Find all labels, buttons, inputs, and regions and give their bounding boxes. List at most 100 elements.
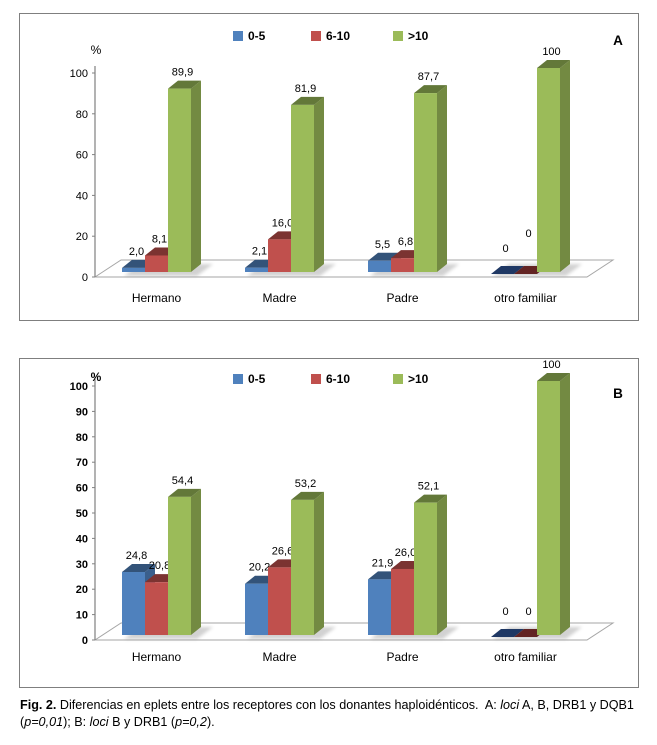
- bar-front-face: [414, 93, 437, 272]
- category-label: Hermano: [132, 291, 182, 305]
- bar-top-face: [291, 96, 324, 105]
- bar-side-face: [191, 488, 201, 635]
- category-label: Padre: [386, 291, 418, 305]
- data-label: 5,5: [375, 239, 390, 251]
- data-label: 53,2: [295, 478, 316, 490]
- data-label: 100: [542, 359, 560, 371]
- legend-label: >10: [408, 372, 429, 386]
- bar-side-face: [437, 494, 447, 635]
- caption-text: ); B:: [63, 714, 90, 729]
- caption-fig-label: Fig. 2.: [20, 698, 57, 712]
- y-tick-label: 50: [76, 508, 88, 520]
- y-axis-title: %: [91, 370, 102, 384]
- y-tick-label: 60: [76, 150, 88, 162]
- bar-top-face: [414, 494, 447, 503]
- bar-top-face: [168, 80, 201, 89]
- bar-front-face: [168, 496, 191, 635]
- bar-front-face: [537, 68, 560, 272]
- chart-floor: [93, 259, 615, 278]
- legend-label: 6-10: [326, 29, 350, 43]
- y-axis-title: %: [91, 43, 102, 57]
- chart-panel-b: 0 10 20 30 40 50 60 70 80 90 100% 24,8 20,8 54,4 Herma…: [19, 358, 639, 688]
- data-label: 54,4: [172, 475, 193, 487]
- bar-front-face: [391, 568, 414, 635]
- caption-text: Diferencias en eplets entre los receptor…: [56, 698, 501, 712]
- data-label: 2,1: [252, 246, 267, 258]
- caption-loci-italic: loci: [500, 698, 520, 712]
- data-label: 87,7: [418, 71, 439, 83]
- caption-text: B y DRB1 (: [108, 714, 176, 729]
- y-tick-label: 30: [76, 559, 88, 571]
- data-label: 52,1: [418, 481, 439, 493]
- data-label: 20,8: [149, 560, 170, 572]
- y-tick-label: 80: [76, 109, 88, 121]
- category-label: Padre: [386, 650, 418, 664]
- data-label: 8,1: [152, 233, 167, 245]
- y-tick-label: 0: [82, 635, 88, 647]
- legend-swatch: [311, 374, 321, 384]
- y-tick-label: 60: [76, 483, 88, 495]
- bar-zero-flat: [491, 629, 524, 637]
- legend-label: 0-5: [248, 29, 266, 43]
- bar-top-face: [291, 491, 324, 500]
- bar-top-face: [414, 85, 447, 94]
- chart-panel-a: 0 20 40 60 80 100% 2,0 8,1 89,9 Hermano 2,1 16,0 81,…: [19, 13, 639, 321]
- data-label: 21,9: [372, 557, 393, 569]
- category-label: Madre: [262, 291, 296, 305]
- bar-side-face: [437, 85, 447, 272]
- data-label: 100: [542, 46, 560, 58]
- bar-front-face: [368, 579, 391, 635]
- chart-floor: [93, 622, 615, 641]
- legend-label: 0-5: [248, 372, 266, 386]
- bar-front-face: [414, 502, 437, 635]
- bar-front-face: [291, 104, 314, 272]
- y-tick-label: 10: [76, 610, 88, 622]
- caption-pvalue-italic: p=0,01: [24, 714, 64, 729]
- bar-zero-flat: [491, 266, 524, 274]
- data-label: 0: [502, 606, 508, 618]
- bar-top-face: [122, 564, 155, 573]
- bar-front-face: [245, 583, 268, 635]
- figure-caption: Fig. 2. Diferencias en eplets entre los …: [20, 697, 640, 730]
- bar-front-face: [145, 582, 168, 635]
- y-tick-label: 100: [70, 68, 88, 80]
- y-tick-label: 0: [82, 272, 88, 284]
- data-label: 26,6: [272, 545, 293, 557]
- bar-front-face: [537, 381, 560, 635]
- legend-swatch: [393, 31, 403, 41]
- y-tick-label: 40: [76, 533, 88, 545]
- data-label: 0: [502, 243, 508, 255]
- bar-front-face: [268, 567, 291, 635]
- bar-side-face: [191, 80, 201, 272]
- bar-side-face: [314, 491, 324, 635]
- legend-label: >10: [408, 29, 429, 43]
- bar-front-face: [122, 267, 145, 272]
- bar-side-face: [560, 60, 570, 272]
- legend-swatch: [393, 374, 403, 384]
- bar-chart-b: 0 10 20 30 40 50 60 70 80 90 100% 24,820,8 54,4 Herma…: [70, 359, 623, 664]
- legend-swatch: [311, 31, 321, 41]
- bar-front-face: [122, 572, 145, 635]
- bar-top-face: [537, 60, 570, 68]
- caption-text: ).: [206, 714, 215, 729]
- category-label: otro familiar: [494, 291, 557, 305]
- bar-front-face: [368, 260, 391, 272]
- bar-front-face: [145, 255, 168, 272]
- bar-side-face: [314, 96, 324, 272]
- bar-top-face: [537, 373, 570, 381]
- y-tick-label: 20: [76, 584, 88, 596]
- bar-front-face: [168, 88, 191, 272]
- y-tick-label: 70: [76, 457, 88, 469]
- bar-front-face: [268, 239, 291, 272]
- y-tick-label: 40: [76, 190, 88, 202]
- category-label: otro familiar: [494, 650, 557, 664]
- data-label: 89,9: [172, 67, 193, 79]
- data-label: 16,0: [272, 217, 293, 229]
- caption-loci-italic: loci: [89, 714, 109, 729]
- data-label: 26,0: [395, 547, 416, 559]
- bar-chart-a: 0 20 40 60 80 100% 2,0 8,1 89,9 Hermano 2,1 16,0 81,…: [70, 29, 623, 305]
- legend-swatch: [233, 374, 243, 384]
- legend-label: 6-10: [326, 372, 350, 386]
- panel-letter: A: [613, 33, 623, 48]
- legend-swatch: [233, 31, 243, 41]
